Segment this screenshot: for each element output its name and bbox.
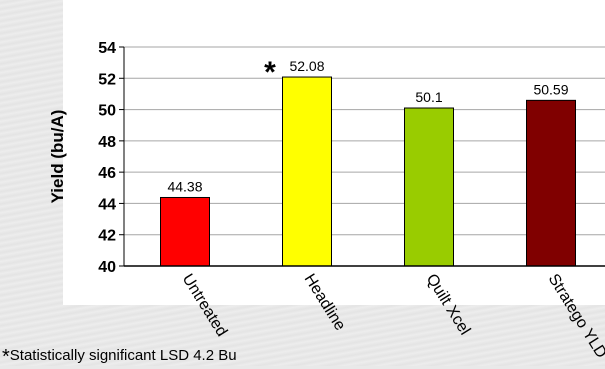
bars: [160, 76, 576, 267]
y-tick-label: 52: [98, 71, 116, 88]
footnote-text: Statistically significant LSD 4.2 Bu: [9, 347, 237, 364]
footnote-marker: *: [2, 346, 10, 368]
x-tick-label: Headline: [301, 271, 349, 334]
y-tick-label: 54: [98, 40, 116, 57]
bar-quilt-xcel: [404, 107, 454, 267]
bar-untreated: [160, 196, 210, 267]
x-tick-label: Quilt Xcel: [423, 271, 474, 338]
y-tick-label: 50: [98, 103, 116, 120]
chart-panel: [63, 0, 605, 305]
footnote: *Statistically significant LSD 4.2 Bu: [2, 346, 237, 369]
data-label: 44.38: [167, 178, 202, 194]
y-tick-label: 40: [98, 259, 116, 276]
y-tick-label: 42: [98, 228, 116, 245]
y-tick-label: 44: [98, 196, 116, 213]
data-label: 52.08: [289, 58, 324, 74]
data-label: 50.1: [415, 89, 442, 105]
data-label: 50.59: [533, 81, 568, 97]
y-tick-label: 46: [98, 165, 116, 182]
bar-headline: [282, 76, 332, 267]
significance-asterisk: *: [264, 56, 276, 89]
gridlines: [124, 46, 605, 267]
y-axis-label: Yield (bu/A): [48, 110, 67, 204]
x-tick-label: Untreated: [179, 271, 231, 340]
x-tick-label: Stratego YLD: [545, 271, 605, 361]
bar-stratego-yld: [526, 99, 576, 267]
y-tick-label: 48: [98, 134, 116, 151]
axes: [119, 46, 605, 267]
